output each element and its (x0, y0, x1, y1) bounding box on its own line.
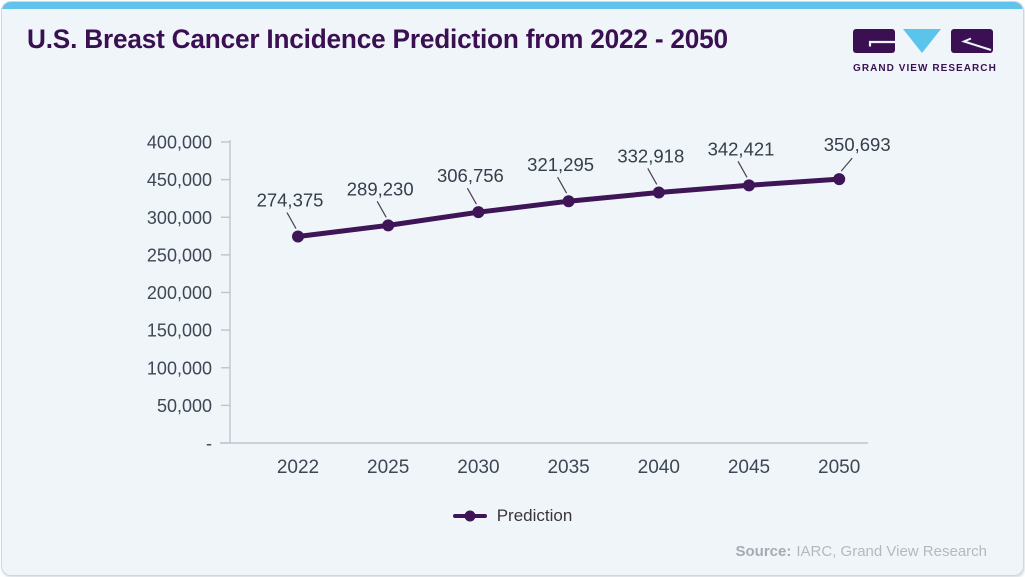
brand-logo: GRAND VIEW RESEARCH (853, 28, 997, 74)
data-point (472, 206, 485, 219)
data-label: 306,756 (437, 165, 504, 186)
x-tick-label: 2045 (728, 457, 770, 478)
y-tick-label: 200,000 (147, 283, 212, 303)
x-tick-label: 2022 (277, 457, 319, 478)
x-tick-label: 2035 (547, 457, 589, 478)
legend-label: Prediction (496, 506, 573, 525)
y-tick-label: 300,000 (147, 208, 212, 228)
y-tick-label: 450,000 (147, 170, 212, 190)
x-tick-label: 2025 (367, 457, 409, 478)
data-point (652, 186, 665, 199)
data-label-leader (557, 176, 568, 194)
x-tick-label: 2040 (638, 457, 680, 478)
y-tick-label: - (206, 434, 212, 454)
y-tick-label: 250,000 (147, 245, 212, 265)
data-label: 332,918 (617, 145, 684, 166)
data-label: 342,421 (708, 138, 775, 159)
data-label-leader (466, 187, 477, 205)
data-point (562, 195, 575, 208)
data-label: 321,295 (527, 154, 594, 175)
page-title: U.S. Breast Cancer Incidence Prediction … (27, 24, 728, 54)
source-prefix: Source: (735, 543, 792, 560)
data-label-leader (647, 168, 658, 185)
legend-line-marker-icon (452, 510, 487, 522)
accent-topbar (2, 2, 1023, 9)
y-tick-label: 50,000 (157, 396, 212, 416)
chart-legend: Prediction (2, 504, 1023, 528)
brand-logo-text: GRAND VIEW RESEARCH (853, 63, 997, 74)
x-tick-label: 2030 (457, 457, 499, 478)
y-tick-label: 150,000 (147, 321, 212, 341)
legend-dot-icon (464, 510, 476, 522)
data-label: 350,693 (824, 134, 891, 155)
data-point (292, 230, 304, 243)
data-label-leader (840, 157, 853, 172)
brand-logo-icon (853, 29, 993, 53)
data-point (743, 179, 755, 192)
data-label-leader (286, 212, 297, 229)
y-tick-label: 400,000 (147, 133, 212, 153)
y-tick-label: 100,000 (147, 358, 212, 378)
data-label-leader (737, 161, 748, 178)
x-tick-label: 2050 (818, 457, 860, 478)
data-point (833, 173, 846, 186)
data-label: 289,230 (347, 178, 414, 199)
source-text: IARC, Grand View Research (796, 543, 987, 560)
data-label: 274,375 (257, 190, 324, 211)
data-point (382, 219, 395, 232)
source-note: Source: IARC, Grand View Research (736, 543, 988, 560)
data-label-leader (376, 201, 387, 218)
